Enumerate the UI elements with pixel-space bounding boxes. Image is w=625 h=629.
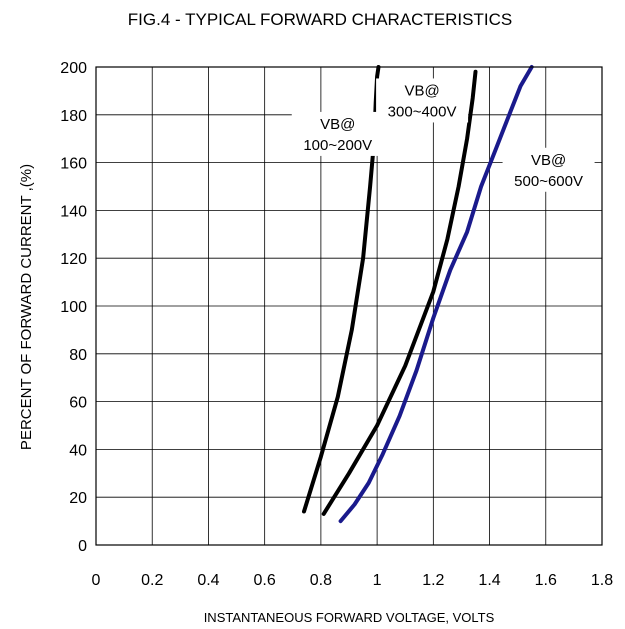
tick-labels: 0 0.2 0.4 0.6 0.8 1 1.2 1.4 1.6 1.8 0 20 40 60 80 100 12… [60, 60, 613, 589]
x-tick-label: 0.6 [254, 572, 276, 589]
series-annotations: VB@ 100~200V VB@ 300~400V VB@ 500~600V [291, 78, 595, 192]
x-tick-label: 0.2 [141, 572, 163, 589]
y-tick-label: 140 [60, 203, 87, 220]
y-tick-label: 40 [69, 442, 87, 459]
series-line-2 [321, 69, 478, 516]
x-tick-label: 0.4 [197, 572, 219, 589]
x-tick-label: 0.8 [310, 572, 332, 589]
y-tick-label: 120 [60, 251, 87, 268]
annotation-background [502, 147, 595, 192]
y-tick-label: 20 [69, 490, 87, 507]
y-tick-label: 60 [69, 395, 87, 412]
y-tick-label: 0 [78, 538, 87, 555]
x-tick-label: 1.8 [591, 572, 613, 589]
annotation-background [376, 78, 469, 123]
annotation-label-3: 500~600V [514, 173, 583, 190]
y-axis-label: PERCENT OF FORWARD CURRENT ,(%) [18, 164, 35, 450]
annotation-label-2: VB@ [404, 82, 439, 99]
x-tick-label: 0 [92, 572, 101, 589]
plot-frame [95, 66, 603, 546]
x-tick-label: 1.2 [422, 572, 444, 589]
y-tick-label: 100 [60, 299, 87, 316]
y-tick-label: 80 [69, 347, 87, 364]
annotation-background [291, 111, 384, 156]
x-tick-label: 1.4 [478, 572, 500, 589]
annotation-label-3: VB@ [531, 152, 566, 169]
y-tick-label: 200 [60, 60, 87, 77]
chart-title: FIG.4 - TYPICAL FORWARD CHARACTERISTICS [128, 10, 512, 29]
annotation-label-2: 300~400V [388, 103, 457, 120]
y-tick-label: 160 [60, 156, 87, 173]
y-tick-label: 180 [60, 108, 87, 125]
series-line-3 [338, 65, 534, 524]
x-tick-label: 1 [373, 572, 382, 589]
x-tick-label: 1.6 [535, 572, 557, 589]
annotation-label-1: 100~200V [303, 137, 372, 154]
x-axis-label: INSTANTANEOUS FORWARD VOLTAGE, VOLTS [204, 610, 495, 625]
annotation-label-1: VB@ [320, 116, 355, 133]
